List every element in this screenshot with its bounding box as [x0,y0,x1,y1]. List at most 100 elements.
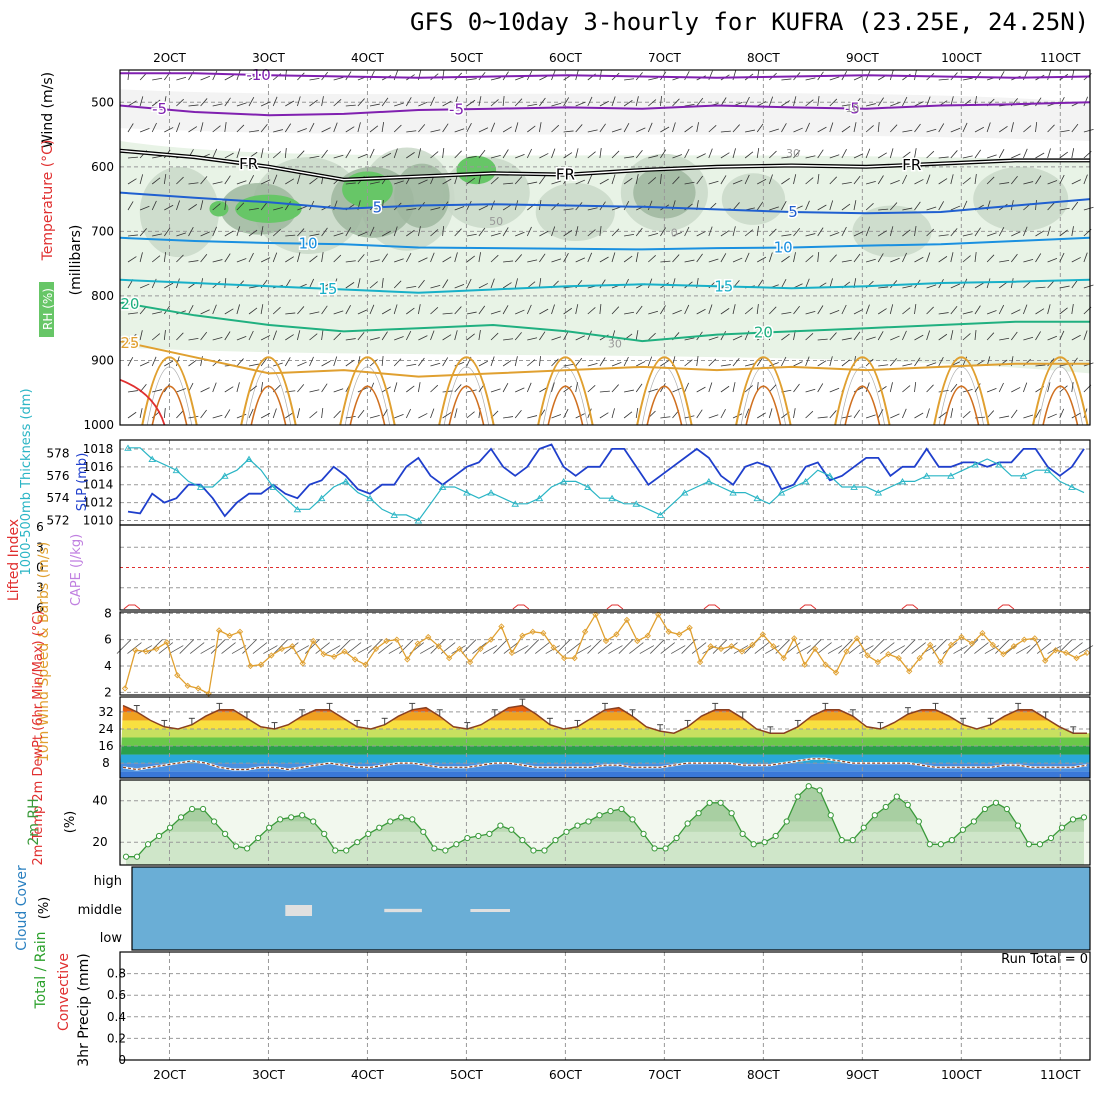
wind-barb [708,414,719,419]
wind-barb [309,356,314,367]
wind10-line [124,613,1088,695]
wind-barb [950,127,961,133]
wind-barb [406,229,415,237]
surface-wind-barb [472,642,487,654]
wind-barb [430,330,435,341]
wind-barb [163,330,166,341]
wind-barb [623,356,629,367]
wind-barb [551,202,559,211]
rh2m-marker [277,816,284,823]
thickness-marker [414,517,423,524]
wind-barb [660,149,667,159]
rh2m-marker [717,799,724,806]
wind-barb [648,254,656,263]
surface-wind-barb [984,645,1000,654]
wind-barb [321,360,331,367]
wind-barb [454,252,458,263]
wind-barb [188,304,194,315]
wind-barb [647,356,653,367]
wind-barb [333,278,338,289]
wind-barb [285,100,295,107]
rh2m-marker [1058,824,1066,831]
wind-barb [756,201,764,211]
wind10-tick: 4 [104,659,112,673]
wind-barb [127,312,138,315]
wind-barb [793,305,800,315]
wind-barb [611,96,616,107]
wind-barb [756,123,764,133]
wind-barb [986,122,991,133]
wind-barb [745,129,755,133]
wind-barb [381,253,389,263]
wind-barb [781,78,792,81]
wind-barb [176,254,184,263]
wind-barb [611,174,616,185]
wind-barb [200,176,208,185]
ylabel-precip-convective: Convective [56,953,72,1031]
rh2m-marker [332,847,339,854]
thickness-tick: 576 [47,469,70,483]
thickness-marker [366,494,374,502]
wind-barb [369,125,379,133]
wind-barb [1071,226,1074,237]
wind-barb [1059,229,1068,237]
wind-barb [853,175,861,185]
wind-barb [1010,409,1018,419]
wind-barb [454,408,458,419]
wind-barb [672,254,680,263]
wind-barb [889,304,894,315]
wind-barb [962,233,973,237]
wind-barb [490,356,495,367]
wind-barb [926,306,934,315]
surface-wind-barb [995,639,1010,654]
wind10-marker [770,643,777,650]
wind-barb [430,362,441,367]
rh-medium-area [721,173,786,225]
wind-barb [357,331,365,341]
wind-barb [176,332,184,341]
wind-barb [260,382,264,393]
rh2m-marker [464,834,471,842]
wind-barb [1059,130,1070,133]
wind-barb [466,99,476,107]
cloud-frame [131,866,1091,951]
wind-barb [139,128,150,133]
wind-barb [853,331,861,341]
wind-barb [539,230,549,237]
temp-band [120,771,1090,778]
surface-wind-barb [660,642,675,654]
pressure-tick: 500 [91,95,114,109]
wind-barb [769,228,777,237]
wind10-marker [320,651,327,658]
wind-barb [188,204,197,211]
wind-barb [1023,148,1028,159]
wind-barb [756,412,766,419]
wind-barb [430,306,439,315]
wind10-marker [236,628,244,635]
wind-barb [732,357,740,367]
wind-barb [672,154,683,159]
wind10-marker [1031,635,1038,642]
rh2m-marker [860,824,867,831]
wind-barb [357,153,368,159]
wind-barb [151,356,157,367]
wind-barb [127,156,138,159]
wind-barb [1011,309,1021,315]
wind-barb [926,228,935,237]
wind10-tick: 2 [104,685,112,699]
ylabel-precip-mm: 3hr Precip (mm) [76,953,92,1066]
wind-barb [551,148,556,159]
wind-barb [466,177,476,185]
wind-barb [1071,412,1081,419]
wind-barb [623,177,633,185]
wind-barb [914,123,921,133]
wind-barb [587,229,596,237]
ylabel-temperature: Temperature (°C) [40,140,56,262]
wind-barb [418,226,421,237]
wind-barb [297,206,307,211]
wind-barb [297,361,307,367]
wind-barb [986,176,995,185]
wind-barb [381,356,384,367]
wind10-marker [215,627,223,634]
rh2m-marker [563,828,570,835]
